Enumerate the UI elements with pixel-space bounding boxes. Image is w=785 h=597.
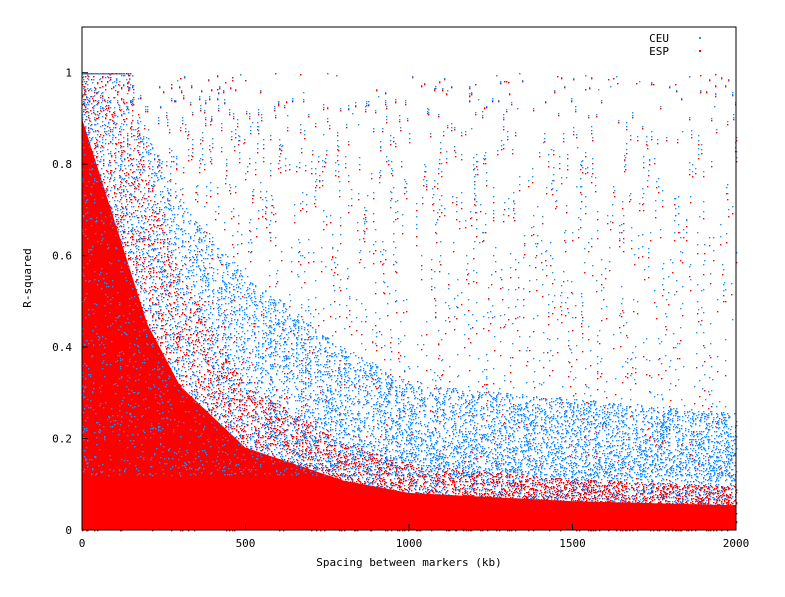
legend: CEU ESP [649, 32, 701, 58]
legend-label-ceu: CEU [649, 32, 669, 45]
y-tick-label: 0.8 [52, 158, 72, 171]
series-points-esp [82, 73, 738, 532]
points-layer [82, 73, 738, 532]
legend-label-esp: ESP [649, 45, 669, 58]
series-points-ceu [82, 73, 738, 509]
x-tick-label: 2000 [723, 537, 750, 550]
y-tick-label: 0.4 [52, 341, 72, 354]
y-tick-label: 0.6 [52, 250, 72, 263]
legend-marker-esp [699, 50, 701, 52]
x-tick-label: 500 [236, 537, 256, 550]
ticks-layer: 0 500 1000 1500 2000 0 0.2 0.4 0.6 0.8 1 [52, 67, 749, 550]
series-core-esp [82, 118, 736, 531]
x-axis-label: Spacing between markers (kb) [316, 556, 501, 569]
y-axis-label: R-squared [21, 248, 34, 308]
legend-marker-ceu [699, 37, 701, 39]
x-tick-label: 0 [79, 537, 86, 550]
y-tick-label: 0 [65, 524, 72, 537]
y-tick-label: 1 [65, 67, 72, 80]
x-tick-label: 1000 [396, 537, 423, 550]
y-tick-label: 0.2 [52, 433, 72, 446]
x-tick-label: 1500 [559, 537, 586, 550]
